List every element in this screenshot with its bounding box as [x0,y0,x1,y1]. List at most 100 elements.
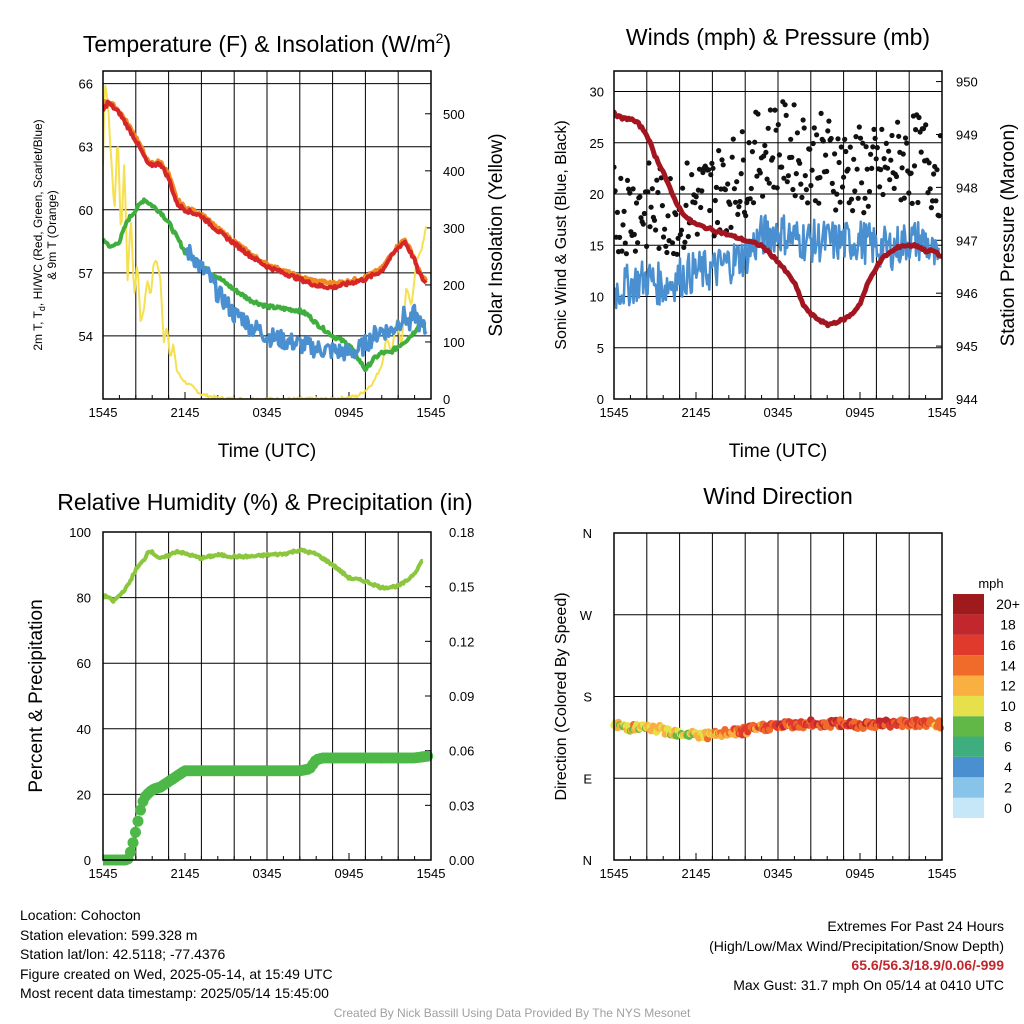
x-tick-label: 1545 [600,405,629,420]
gust-point [825,128,831,134]
y-axis-label: 2m T, Td, HI/WC (Red, Green, Scarlet/Blu… [31,119,59,350]
x-tick-label: 2145 [682,405,711,420]
x-tick-label: 0345 [253,405,282,420]
gust-point [842,136,848,142]
y-tick-label: S [583,690,592,705]
gust-point [880,191,886,198]
gust-point [797,160,803,166]
gust-point [622,240,628,246]
gust-point [848,196,855,202]
gust-point [785,173,792,179]
gust-point [659,203,666,209]
gust-point [789,154,795,160]
precip-point [127,837,139,849]
gust-point [851,156,857,162]
gust-point [862,195,868,201]
y-tick-label: 80 [77,591,91,606]
y-right-tick-label: 947 [956,233,978,248]
series-line-pressure [614,109,942,329]
gust-point [814,132,820,138]
gust-point [640,221,646,227]
colorbar-swatch [953,634,984,656]
gust-point [618,175,624,181]
max-gust: Max Gust: 31.7 mph On 05/14 at 0410 UTC [733,976,1004,993]
gust-point [857,135,864,141]
colorbar-tick-label: 16 [1000,637,1016,653]
gust-point [669,240,676,246]
y-tick-label: 60 [77,656,91,671]
x-axis-label: Time (UTC) [729,441,828,462]
gust-point [870,144,876,150]
most-recent-timestamp: Most recent data timestamp: 2025/05/14 1… [20,985,329,1002]
y-tick-label: E [583,771,592,786]
series-group [610,716,945,743]
x-tick-label: 2145 [171,866,200,881]
gust-point [646,160,652,166]
colorbar-tick-label: 10 [1000,698,1016,714]
y-right-tick-label: 944 [956,392,978,407]
gust-point [757,170,763,176]
precip-point [125,846,136,858]
y-right-tick-label: 400 [443,164,465,179]
gust-point [854,166,860,172]
gust-point [896,133,902,139]
colorbar-tick-label: 4 [1004,759,1012,775]
x-tick-label: 1545 [417,405,446,420]
gust-point [782,102,788,108]
gust-point [887,177,893,183]
colorbar-tick-label: 2 [1004,779,1012,795]
gust-point [737,198,743,205]
gust-point [816,200,822,206]
plot-border [613,532,943,861]
gust-point [632,248,639,254]
gust-point [779,164,785,170]
credit-line: Created By Nick Bassill Using Data Provi… [333,1006,691,1020]
gust-point [856,124,862,130]
gust-point [626,186,632,192]
x-tick-label: 1545 [89,866,118,881]
gust-point [770,155,776,161]
gust-point [731,186,738,192]
gust-point [767,107,774,113]
gust-point [886,148,892,154]
x-tick-label: 2145 [682,866,711,881]
extremes-info: Extremes For Past 24 Hours (High/Low/Max… [709,917,1004,995]
gust-point [674,251,680,257]
colorbar-swatch [953,594,984,615]
chart-title: Temperature (F) & Insolation (W/m2) [83,30,451,57]
gust-point [901,195,907,201]
colorbar-tick-label: 0 [1004,800,1012,816]
gust-point [802,173,808,179]
gust-point [895,119,901,125]
gust-point [811,125,817,131]
gust-point [791,102,797,108]
gust-point [678,227,685,233]
colorbar-swatch [953,756,984,778]
gust-point [617,234,623,240]
gust-point [710,165,716,171]
gust-point [820,138,826,144]
series-group [614,99,942,329]
gust-point [891,185,897,191]
gust-point [720,162,726,168]
gust-point [884,165,891,171]
figure-created: Figure created on Wed, 2025-05-14, at 15… [20,965,333,982]
colorbar-tick-label: 8 [1004,718,1012,734]
x-tick-label: 0345 [253,866,282,881]
gust-point [934,167,940,173]
gust-point [623,251,630,257]
y-tick-label: 30 [590,85,604,100]
y-tick-label: 0 [84,853,91,868]
y-tick-label: N [583,526,592,541]
x-tick-label: 0945 [335,405,364,420]
gust-point [749,149,756,155]
gust-point [874,145,880,151]
gust-point [681,244,687,250]
gust-point [877,184,883,190]
gust-point [826,118,832,124]
gust-point [908,170,914,176]
y-right-tick-label: 0.03 [449,798,474,813]
gust-point [888,157,894,163]
gust-point [828,135,834,142]
x-tick-label: 1545 [928,405,957,420]
